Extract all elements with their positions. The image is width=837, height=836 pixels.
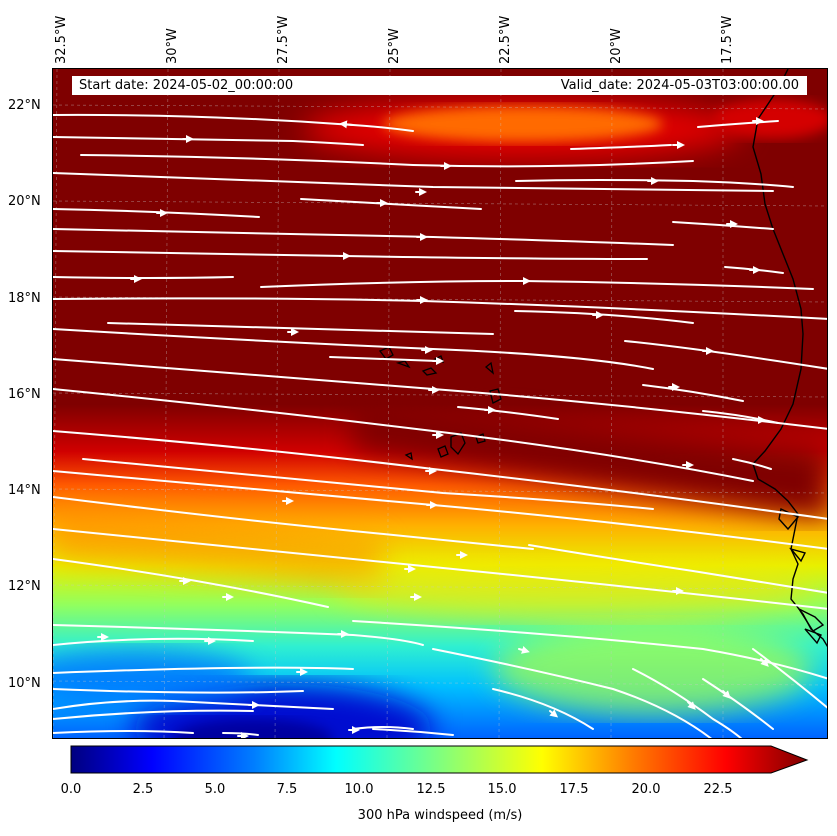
colorbar-tick-22-5: 22.5 [703, 782, 733, 797]
south-east-yellow [493, 624, 813, 714]
lon-label-20w: 20°W [609, 28, 624, 64]
north-speed-min-east [713, 99, 827, 139]
date-header: Start date: 2024-05-02_00:00:00 Valid_da… [72, 76, 807, 95]
colorbar-tick-17-5: 17.5 [559, 782, 589, 797]
start-date-label: Start date: 2024-05-02_00:00:00 [79, 78, 294, 93]
lon-label-27-5w: 27.5°W [276, 15, 291, 64]
colorbar-fill [70, 745, 809, 774]
lon-label-17-5w: 17.5°W [720, 15, 735, 64]
colorbar-tick-2-5: 2.5 [132, 782, 154, 797]
lon-label-32-5w: 32.5°W [54, 15, 69, 64]
colorbar-tick-5: 5.0 [204, 782, 226, 797]
colorbar-tick-12-5: 12.5 [416, 782, 446, 797]
jet-core-east [353, 399, 827, 519]
orange-patch-west [53, 499, 383, 589]
lat-label-22n: 22°N [8, 98, 41, 113]
lon-label-22-5w: 22.5°W [498, 15, 513, 64]
colorbar-tick-15: 15.0 [487, 782, 517, 797]
wind-speed-map[interactable] [52, 68, 828, 739]
valid-date-label: Valid_date: 2024-05-03T03:00:00.00 [560, 78, 799, 93]
lat-label-16n: 16°N [8, 387, 41, 402]
colorbar [70, 745, 809, 774]
mid-yellow-band [333, 559, 813, 619]
lon-label-30w: 30°W [165, 28, 180, 64]
south-west-blue [53, 649, 253, 709]
lat-label-14n: 14°N [8, 483, 41, 498]
lat-label-20n: 20°N [8, 194, 41, 209]
north-speed-min-core [383, 106, 663, 142]
lat-label-10n: 10°N [8, 676, 41, 691]
colorbar-tick-20: 20.0 [631, 782, 661, 797]
colorbar-tick-7-5: 7.5 [276, 782, 298, 797]
lat-label-18n: 18°N [8, 291, 41, 306]
lon-label-25w: 25°W [387, 28, 402, 64]
colorbar-tick-10: 10.0 [344, 782, 374, 797]
streamlines [53, 113, 827, 738]
lat-label-12n: 12°N [8, 579, 41, 594]
colorbar-tick-0: 0.0 [60, 782, 82, 797]
colorbar-label: 300 hPa windspeed (m/s) [357, 808, 523, 823]
south-speed-min-core [173, 719, 333, 738]
map-canvas [53, 69, 827, 738]
